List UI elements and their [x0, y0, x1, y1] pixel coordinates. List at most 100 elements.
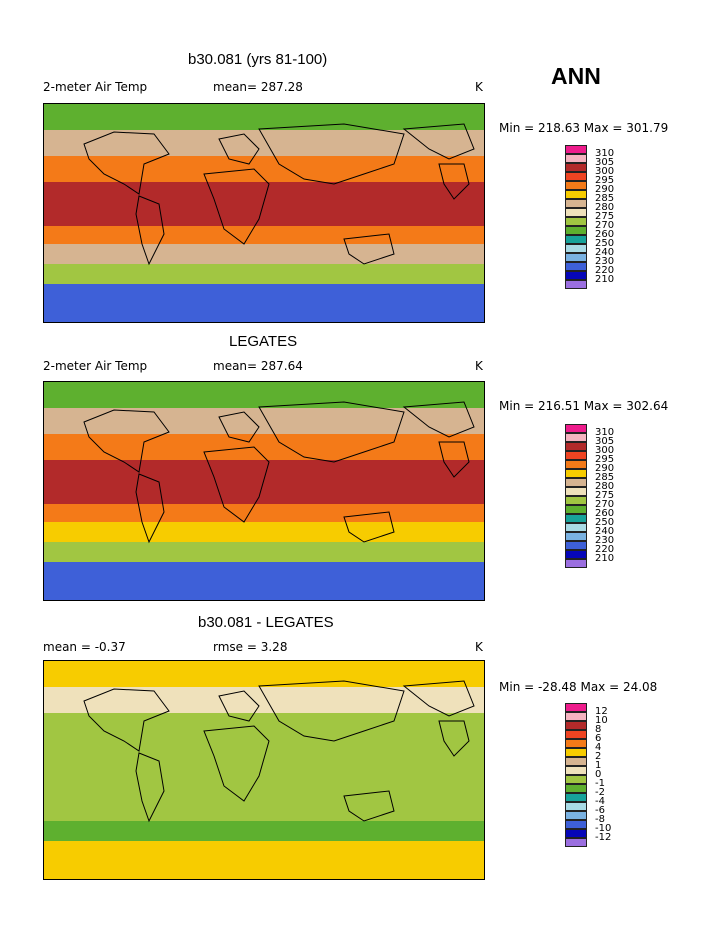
- colorbar-level-label: 220: [595, 265, 615, 276]
- zonal-band: [44, 821, 484, 841]
- zonal-band: [44, 661, 484, 687]
- colorbar-swatch: [565, 424, 587, 433]
- zonal-band: [44, 382, 484, 408]
- coastline: [438, 441, 470, 478]
- colorbar-level-label: 295: [595, 454, 615, 465]
- coastline: [402, 123, 475, 160]
- colorbar-swatch: [565, 514, 587, 523]
- coastline: [135, 473, 165, 544]
- colorbar-swatch: [565, 820, 587, 829]
- zonal-band: [44, 226, 484, 244]
- colorbar-level-label: 270: [595, 220, 615, 231]
- colorbar-swatch: [565, 766, 587, 775]
- colorbar-swatch: [565, 478, 587, 487]
- colorbar-level-label: 275: [595, 490, 615, 501]
- zonal-band: [44, 713, 484, 739]
- colorbar-level-label: 220: [595, 544, 615, 555]
- zonal-band: [44, 182, 484, 226]
- panel-2-map-svg: [44, 382, 484, 600]
- panel-2-title: LEGATES: [229, 333, 298, 350]
- coastline: [402, 401, 475, 438]
- colorbar-swatch: [565, 784, 587, 793]
- colorbar-level-label: -8: [595, 814, 605, 825]
- colorbar-level-label: 290: [595, 184, 615, 195]
- zonal-band: [44, 104, 484, 130]
- colorbar-swatch: [565, 703, 587, 712]
- colorbar-level-label: 240: [595, 526, 615, 537]
- coastline: [218, 411, 260, 443]
- colorbar-level-label: -6: [595, 805, 605, 816]
- colorbar-level-label: 8: [595, 724, 602, 735]
- colorbar-swatch: [565, 505, 587, 514]
- colorbar-swatch: [565, 793, 587, 802]
- colorbar-swatch: [565, 217, 587, 226]
- colorbar-swatch: [565, 487, 587, 496]
- coastline: [135, 752, 165, 823]
- colorbar-swatch: [565, 838, 587, 847]
- colorbar-level-label: 230: [595, 535, 615, 546]
- colorbar-level-label: 270: [595, 499, 615, 510]
- coastline: [343, 233, 395, 265]
- coastline: [343, 511, 395, 543]
- coastline: [258, 123, 405, 185]
- colorbar-swatch: [565, 433, 587, 442]
- colorbar-level-label: 0: [595, 769, 602, 780]
- zonal-band: [44, 739, 484, 783]
- colorbar-swatch: [565, 172, 587, 181]
- colorbar-level-label: 300: [595, 166, 615, 177]
- colorbar-level-label: 2: [595, 751, 602, 762]
- colorbar-swatch: [565, 496, 587, 505]
- panel-2-variable-label: 2-meter Air Temp: [43, 359, 148, 373]
- zonal-band: [44, 783, 484, 801]
- panel-3-units-label: K: [475, 640, 483, 654]
- colorbar-level-label: 285: [595, 472, 615, 483]
- panel-3-rmse-label: rmse = 3.28: [213, 640, 288, 654]
- zonal-band: [44, 841, 484, 879]
- colorbar-swatch: [565, 550, 587, 559]
- colorbar-level-label: 12: [595, 706, 608, 717]
- colorbar-swatch: [565, 271, 587, 280]
- colorbar-level-label: 210: [595, 553, 615, 564]
- colorbar-level-label: 260: [595, 508, 615, 519]
- coastline: [83, 688, 170, 752]
- coastline: [258, 401, 405, 463]
- coastline: [258, 680, 405, 742]
- colorbar-swatch: [565, 559, 587, 568]
- colorbar-swatch: [565, 730, 587, 739]
- zonal-band: [44, 264, 484, 284]
- colorbar-level-label: 260: [595, 229, 615, 240]
- coastline: [83, 409, 170, 473]
- coastline: [343, 790, 395, 822]
- colorbar-level-label: 305: [595, 436, 615, 447]
- colorbar-swatch: [565, 451, 587, 460]
- panel-1-title: b30.081 (yrs 81-100): [188, 51, 328, 68]
- zonal-band: [44, 504, 484, 522]
- colorbar-swatch: [565, 154, 587, 163]
- panel-2-mean-label: mean= 287.64: [213, 359, 303, 373]
- colorbar-level-label: 1: [595, 760, 602, 771]
- season-label: ANN: [551, 63, 601, 89]
- colorbar-swatch: [565, 532, 587, 541]
- colorbar-swatch: [565, 226, 587, 235]
- colorbar-level-label: -2: [595, 787, 605, 798]
- colorbar-swatch: [565, 757, 587, 766]
- colorbar-level-label: 250: [595, 517, 615, 528]
- coastline: [438, 163, 470, 200]
- colorbar-swatch: [565, 199, 587, 208]
- colorbar-swatch: [565, 712, 587, 721]
- colorbar-swatch: [565, 208, 587, 217]
- colorbar-level-label: 300: [595, 445, 615, 456]
- colorbar-swatch: [565, 469, 587, 478]
- colorbar-level-label: 290: [595, 463, 615, 474]
- coastline: [83, 131, 170, 195]
- colorbar-swatch: [565, 748, 587, 757]
- colorbar-level-label: 280: [595, 481, 615, 492]
- panel-2-minmax-label: Min = 216.51 Max = 302.64: [499, 399, 669, 413]
- colorbar-swatch: [565, 721, 587, 730]
- colorbar-swatch: [565, 280, 587, 289]
- coastline: [402, 680, 475, 717]
- panel-1-map-svg: [44, 104, 484, 322]
- zonal-band: [44, 156, 484, 182]
- panel-3-minmax-label: Min = -28.48 Max = 24.08: [499, 680, 658, 694]
- colorbar-level-label: 10: [595, 715, 608, 726]
